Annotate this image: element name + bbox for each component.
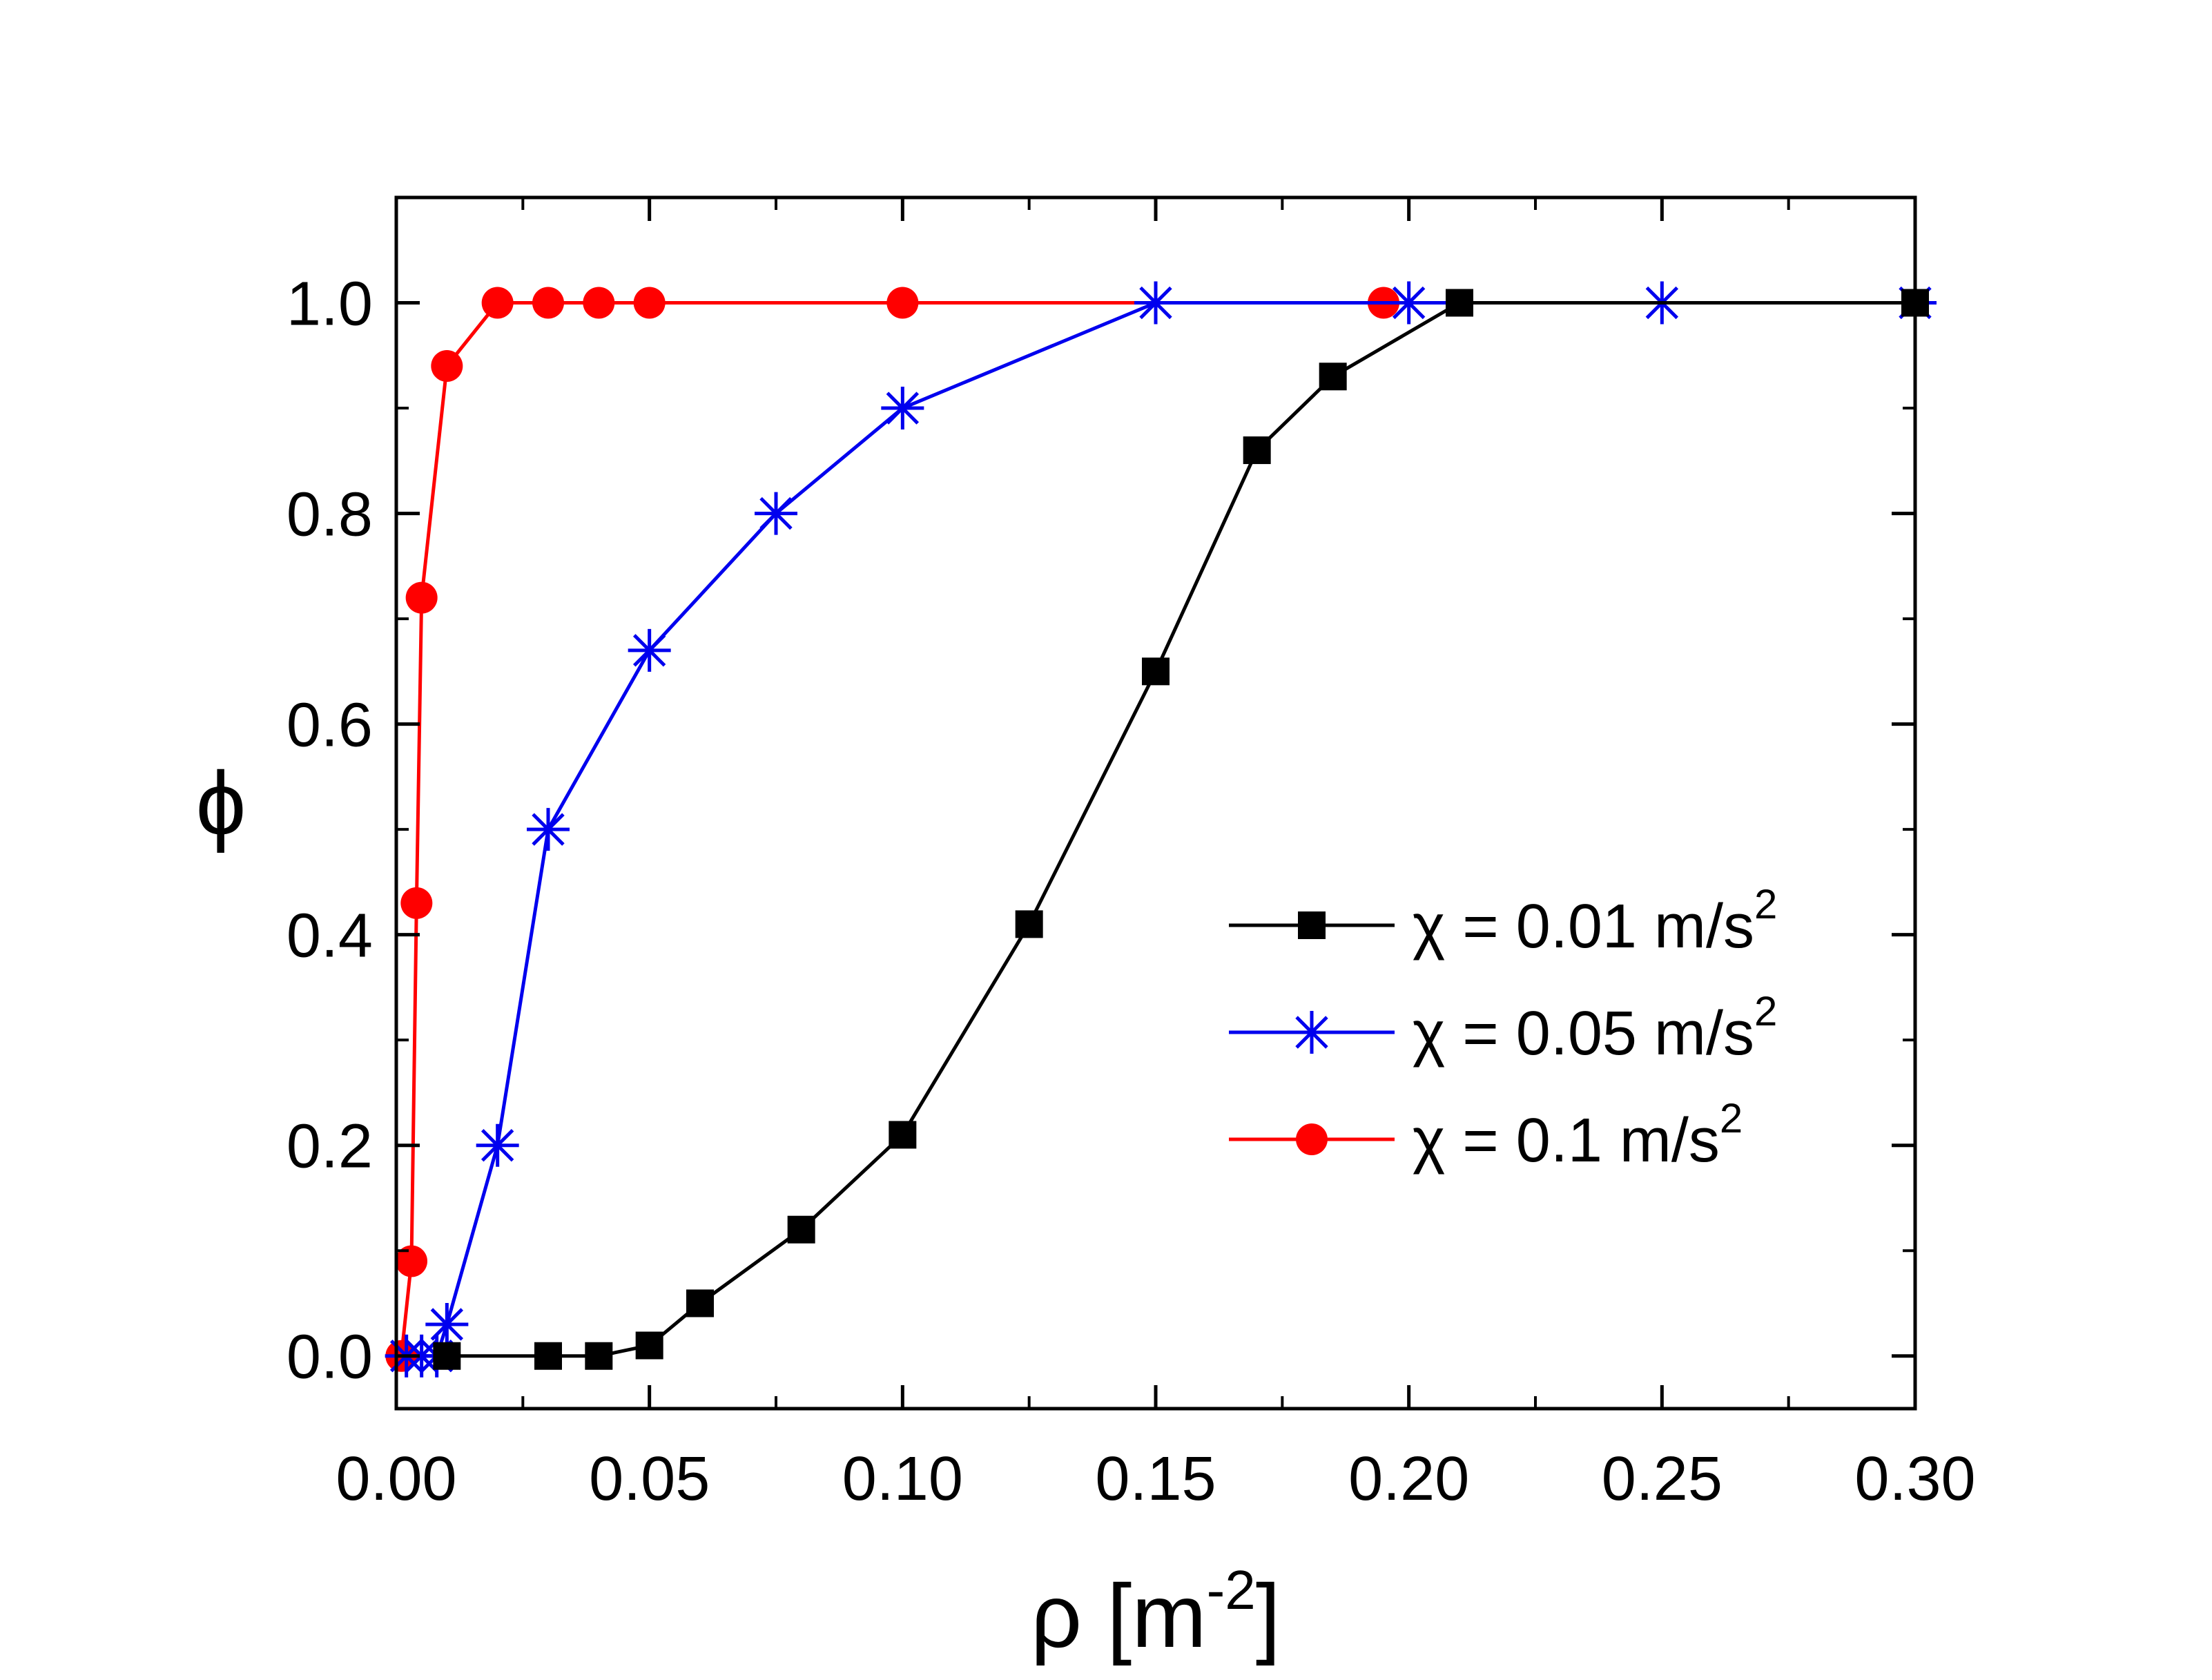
data-point [628,628,671,672]
legend-marker [1298,911,1326,939]
data-point [1015,910,1043,938]
data-point [755,492,797,535]
series-0 [433,289,1929,1370]
y-tick-label: 0.2 [287,1112,373,1181]
x-tick-label: 0.00 [336,1445,456,1514]
data-point [881,387,924,430]
legend-label: χ = 0.1 m/s2 [1413,1095,1743,1175]
legend-label: χ = 0.01 m/s2 [1413,881,1777,961]
data-point [405,581,438,614]
plot-frame [394,195,1917,1411]
legend-entry: χ = 0.1 m/s2 [1229,1095,1743,1175]
x-axis-title-superscript: -2 [1207,1559,1256,1621]
y-tick-label: 0.4 [287,902,373,971]
data-point [633,287,666,319]
data-point [1243,436,1271,465]
y-tick-label: 0.8 [287,481,373,550]
data-point [886,287,919,319]
x-tick-label: 0.05 [589,1445,710,1514]
ticks-layer: 0.00 0.05 0.10 0.15 0.20 0.25 0.30 0.0 0.2 0.4 0.6… [287,196,1976,1514]
legend: χ = 0.01 m/s2 χ = 0.05 m/s2 χ = 0.1 m/s2 [1229,881,1777,1175]
data-point [433,1342,461,1370]
data-point [635,1331,663,1360]
legend-entry: χ = 0.01 m/s2 [1229,881,1777,961]
x-axis-title-base: ρ [m [1031,1565,1206,1666]
data-point [476,1123,519,1167]
data-point [583,287,615,319]
data-point [481,287,514,319]
data-point [1134,281,1177,325]
data-point [1446,289,1473,317]
x-axis-title-tail: ] [1256,1565,1281,1666]
data-point [889,1121,917,1149]
data-point [1319,363,1347,391]
data-point [527,808,570,851]
legend-marker [1290,1011,1333,1054]
data-point [1142,657,1170,686]
data-point [532,287,564,319]
data-point [787,1215,815,1244]
x-tick-label: 0.15 [1095,1445,1216,1514]
data-point [686,1289,714,1317]
series-2 [385,287,1399,1372]
y-axis-title: ϕ [196,753,246,853]
data-point [1387,281,1430,325]
x-axis-title: ρ [m-2] [1031,1559,1281,1666]
legend-entry: χ = 0.05 m/s2 [1229,988,1777,1068]
data-point [400,887,433,919]
data-point [431,350,463,383]
y-tick-label: 0.6 [287,691,373,760]
data-point [534,1342,562,1370]
y-tick-label: 1.0 [287,270,373,339]
x-tick-label: 0.30 [1854,1445,1975,1514]
x-tick-label: 0.10 [842,1445,963,1514]
data-point [396,1245,427,1277]
x-tick-label: 0.25 [1602,1445,1723,1514]
data-point [585,1342,613,1370]
data-point [425,1302,469,1346]
y-tick-label: 0.0 [287,1323,373,1392]
legend-label: χ = 0.05 m/s2 [1413,988,1777,1068]
legend-marker [1296,1123,1328,1155]
x-tick-label: 0.20 [1348,1445,1469,1514]
